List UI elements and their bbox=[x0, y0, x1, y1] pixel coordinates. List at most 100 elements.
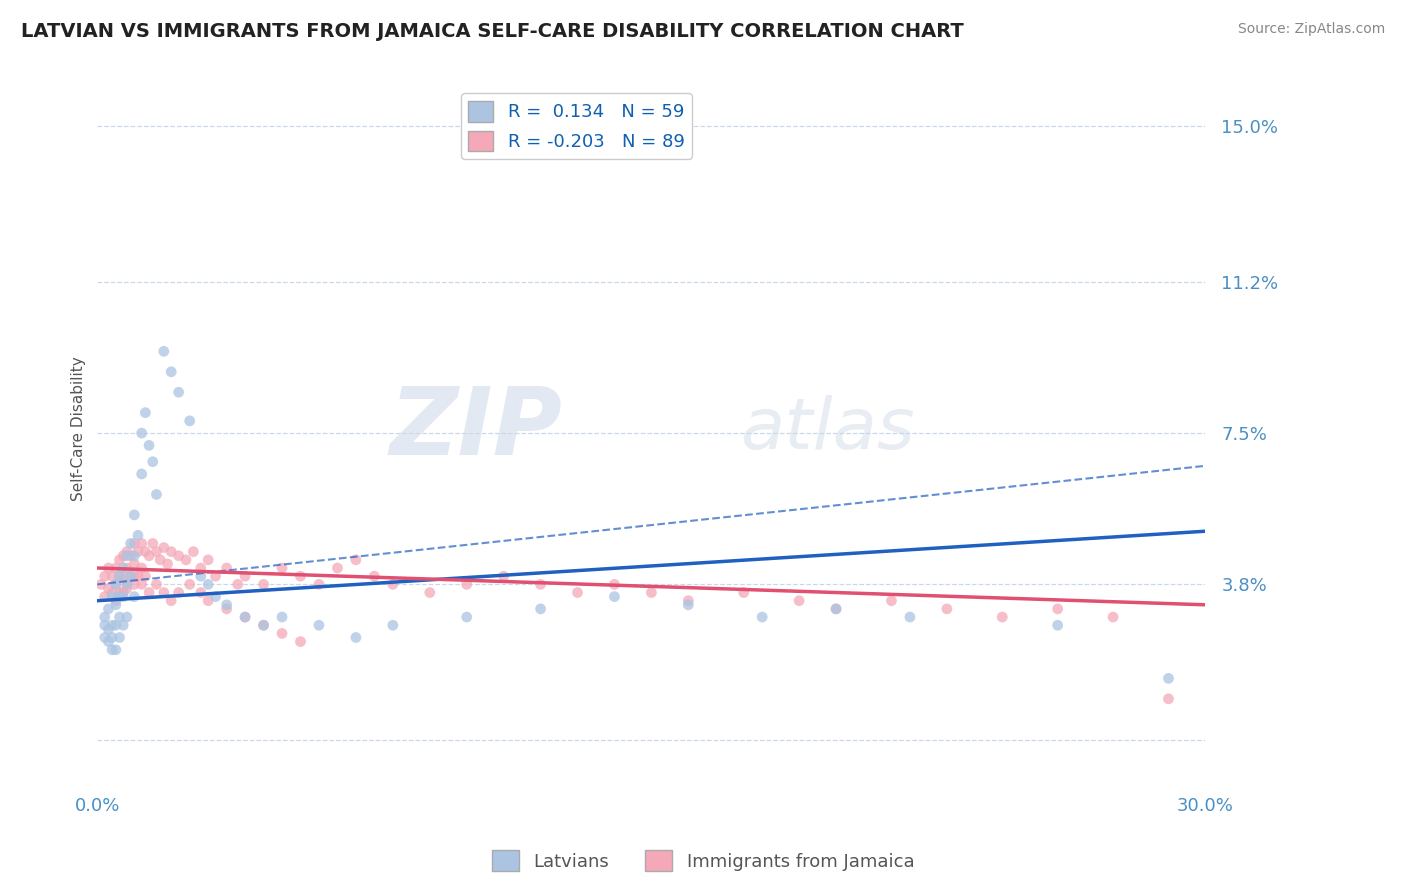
Point bbox=[1157, 672, 1180, 686]
Point bbox=[733, 585, 755, 599]
Point bbox=[898, 610, 921, 624]
Point bbox=[115, 577, 138, 591]
Point bbox=[145, 577, 167, 591]
Point bbox=[252, 618, 274, 632]
Point bbox=[197, 553, 219, 567]
Point bbox=[204, 590, 226, 604]
Point bbox=[363, 569, 385, 583]
Point bbox=[101, 618, 124, 632]
Point bbox=[127, 569, 149, 583]
Point bbox=[138, 438, 160, 452]
Point bbox=[112, 561, 135, 575]
Point bbox=[90, 577, 112, 591]
Point bbox=[1046, 618, 1069, 632]
Point bbox=[197, 593, 219, 607]
Point bbox=[252, 577, 274, 591]
Point bbox=[124, 557, 146, 571]
Point bbox=[183, 544, 205, 558]
Point bbox=[131, 467, 153, 481]
Point bbox=[104, 598, 127, 612]
Point bbox=[233, 610, 256, 624]
Point bbox=[145, 544, 167, 558]
Point bbox=[603, 577, 626, 591]
Point bbox=[381, 618, 404, 632]
Point bbox=[108, 590, 131, 604]
Point bbox=[567, 585, 589, 599]
Point bbox=[153, 344, 176, 359]
Point bbox=[271, 610, 294, 624]
Point bbox=[640, 585, 662, 599]
Point bbox=[134, 569, 156, 583]
Point bbox=[108, 569, 131, 583]
Point bbox=[290, 634, 312, 648]
Point bbox=[101, 642, 124, 657]
Point bbox=[156, 557, 179, 571]
Point bbox=[127, 528, 149, 542]
Point bbox=[108, 569, 131, 583]
Point bbox=[127, 544, 149, 558]
Point bbox=[120, 536, 142, 550]
Point bbox=[529, 577, 551, 591]
Point bbox=[104, 618, 127, 632]
Point bbox=[108, 631, 131, 645]
Point bbox=[108, 585, 131, 599]
Point bbox=[174, 553, 197, 567]
Point bbox=[179, 414, 201, 428]
Point bbox=[167, 549, 190, 563]
Point bbox=[226, 577, 249, 591]
Point bbox=[167, 385, 190, 400]
Point bbox=[104, 577, 127, 591]
Point bbox=[112, 585, 135, 599]
Point bbox=[93, 610, 115, 624]
Point bbox=[142, 536, 165, 550]
Point bbox=[215, 598, 238, 612]
Point bbox=[120, 549, 142, 563]
Text: Source: ZipAtlas.com: Source: ZipAtlas.com bbox=[1237, 22, 1385, 37]
Point bbox=[419, 585, 441, 599]
Point bbox=[233, 569, 256, 583]
Point bbox=[101, 585, 124, 599]
Point bbox=[308, 618, 330, 632]
Point bbox=[787, 593, 810, 607]
Point bbox=[134, 544, 156, 558]
Point bbox=[991, 610, 1014, 624]
Point bbox=[529, 602, 551, 616]
Text: ZIP: ZIP bbox=[389, 383, 562, 475]
Point bbox=[93, 618, 115, 632]
Point bbox=[825, 602, 848, 616]
Point bbox=[233, 610, 256, 624]
Point bbox=[115, 549, 138, 563]
Point bbox=[190, 585, 212, 599]
Point bbox=[112, 549, 135, 563]
Legend: Latvians, Immigrants from Jamaica: Latvians, Immigrants from Jamaica bbox=[485, 843, 921, 879]
Point bbox=[97, 623, 120, 637]
Point bbox=[142, 455, 165, 469]
Point bbox=[108, 610, 131, 624]
Text: LATVIAN VS IMMIGRANTS FROM JAMAICA SELF-CARE DISABILITY CORRELATION CHART: LATVIAN VS IMMIGRANTS FROM JAMAICA SELF-… bbox=[21, 22, 965, 41]
Point bbox=[97, 561, 120, 575]
Point bbox=[120, 569, 142, 583]
Point bbox=[1102, 610, 1125, 624]
Point bbox=[124, 569, 146, 583]
Point bbox=[160, 365, 183, 379]
Point bbox=[190, 561, 212, 575]
Point bbox=[138, 585, 160, 599]
Point bbox=[104, 561, 127, 575]
Point bbox=[935, 602, 957, 616]
Point bbox=[112, 590, 135, 604]
Point bbox=[131, 536, 153, 550]
Point bbox=[215, 561, 238, 575]
Point bbox=[93, 569, 115, 583]
Point bbox=[134, 406, 156, 420]
Point bbox=[678, 593, 700, 607]
Point bbox=[93, 631, 115, 645]
Point bbox=[271, 561, 294, 575]
Point bbox=[1046, 602, 1069, 616]
Point bbox=[326, 561, 349, 575]
Point bbox=[456, 610, 478, 624]
Point bbox=[1157, 691, 1180, 706]
Point bbox=[124, 536, 146, 550]
Point bbox=[131, 426, 153, 441]
Point bbox=[149, 553, 172, 567]
Point bbox=[115, 610, 138, 624]
